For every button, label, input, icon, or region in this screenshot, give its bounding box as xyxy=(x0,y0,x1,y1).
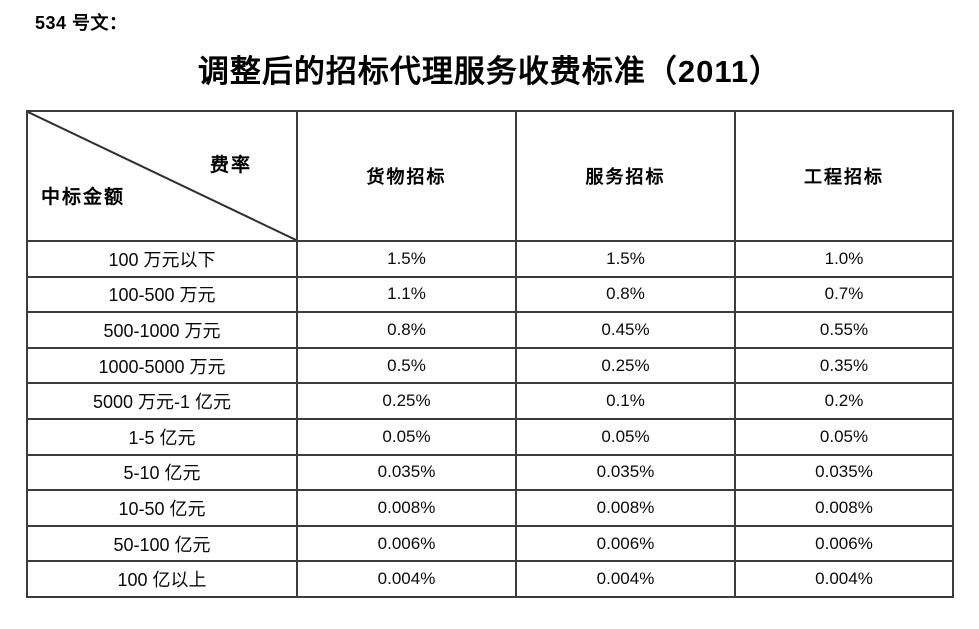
fee-cell: 1.5% xyxy=(515,240,736,278)
row-label: 1-5 亿元 xyxy=(26,417,298,456)
fee-cell: 0.008% xyxy=(296,489,517,527)
fee-cell: 0.035% xyxy=(515,453,736,492)
fee-cell: 0.5% xyxy=(296,346,517,385)
diagonal-line xyxy=(28,112,296,240)
fee-cell: 0.035% xyxy=(296,453,517,492)
table-row: 100-500 万元 1.1% 0.8% 0.7% xyxy=(26,275,954,314)
table-row: 100 万元以下 1.5% 1.5% 1.0% xyxy=(26,240,954,278)
row-label: 100-500 万元 xyxy=(26,275,298,314)
table-row: 50-100 亿元 0.006% 0.006% 0.006% xyxy=(26,524,954,563)
fee-cell: 0.006% xyxy=(515,524,736,563)
row-label: 1000-5000 万元 xyxy=(26,346,298,385)
fee-cell: 0.8% xyxy=(296,311,517,349)
fee-schedule-table: 费率 中标金额 货物招标 服务招标 工程招标 100 万元以下 1.5% 1.5… xyxy=(26,110,954,598)
fee-cell: 0.25% xyxy=(515,346,736,385)
fee-cell: 0.006% xyxy=(296,524,517,563)
fee-cell: 0.004% xyxy=(734,560,954,598)
table-row: 100 亿以上 0.004% 0.004% 0.004% xyxy=(26,560,954,598)
fee-cell: 0.05% xyxy=(296,417,517,456)
fee-cell: 0.008% xyxy=(734,489,954,527)
corner-label-amount: 中标金额 xyxy=(41,187,126,208)
fee-cell: 0.004% xyxy=(515,560,736,598)
fee-cell: 0.05% xyxy=(515,417,736,456)
page-title: 调整后的招标代理服务收费标准（2011） xyxy=(197,54,782,89)
fee-cell: 0.7% xyxy=(734,275,954,314)
row-label: 500-1000 万元 xyxy=(26,311,298,349)
fee-cell: 0.55% xyxy=(734,311,954,349)
fee-cell: 0.006% xyxy=(734,524,954,563)
row-label: 50-100 亿元 xyxy=(26,524,298,563)
fee-cell: 0.008% xyxy=(515,489,736,527)
row-label: 10-50 亿元 xyxy=(26,489,298,527)
column-header-works: 工程招标 xyxy=(734,110,954,242)
table-row: 5-10 亿元 0.035% 0.035% 0.035% xyxy=(26,453,954,492)
fee-cell: 0.035% xyxy=(734,453,954,492)
fee-cell: 1.1% xyxy=(296,275,517,314)
fee-cell: 0.25% xyxy=(296,382,517,420)
fee-cell: 0.05% xyxy=(734,417,954,456)
table-row: 500-1000 万元 0.8% 0.45% 0.55% xyxy=(26,311,954,349)
fee-cell: 0.45% xyxy=(515,311,736,349)
fee-cell: 0.1% xyxy=(515,382,736,420)
fee-cell: 0.8% xyxy=(515,275,736,314)
fee-cell: 0.004% xyxy=(296,560,517,598)
row-label: 5000 万元-1 亿元 xyxy=(26,382,298,420)
fee-cell: 1.5% xyxy=(296,240,517,278)
table-row: 1-5 亿元 0.05% 0.05% 0.05% xyxy=(26,417,954,456)
row-label: 100 亿以上 xyxy=(26,560,298,598)
corner-header-cell: 费率 中标金额 xyxy=(26,110,298,242)
row-label: 5-10 亿元 xyxy=(26,453,298,492)
table-row: 1000-5000 万元 0.5% 0.25% 0.35% xyxy=(26,346,954,385)
fee-cell: 0.35% xyxy=(734,346,954,385)
corner-label-rate: 费率 xyxy=(209,155,252,176)
fee-cell: 1.0% xyxy=(734,240,954,278)
doc-number-label: 534 号文： xyxy=(35,13,128,33)
column-header-goods: 货物招标 xyxy=(296,110,517,242)
header-row: 费率 中标金额 货物招标 服务招标 工程招标 xyxy=(26,110,954,242)
fee-cell: 0.2% xyxy=(734,382,954,420)
column-header-services: 服务招标 xyxy=(515,110,736,242)
table-row: 10-50 亿元 0.008% 0.008% 0.008% xyxy=(26,489,954,527)
table-row: 5000 万元-1 亿元 0.25% 0.1% 0.2% xyxy=(26,382,954,420)
row-label: 100 万元以下 xyxy=(26,240,298,278)
